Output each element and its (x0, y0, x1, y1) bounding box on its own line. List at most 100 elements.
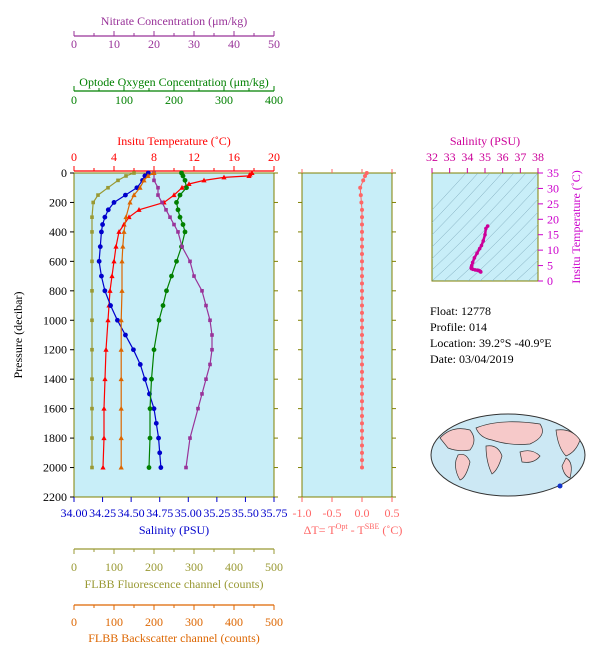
temperature-point (107, 288, 113, 293)
ts-point (479, 243, 484, 248)
ts-point (469, 263, 474, 268)
delta-t-point (360, 436, 364, 441)
fluorescence-point (90, 215, 94, 219)
density-contour (503, 248, 538, 281)
pressure-tick-label: 400 (49, 225, 67, 239)
nitrate-point (172, 222, 176, 227)
ts-temp-tick-label: 35 (547, 166, 559, 180)
temperature-tick-label: 4 (111, 150, 117, 164)
delta-t-point (360, 325, 364, 330)
ts-point (483, 232, 487, 237)
salinity-point (156, 435, 161, 441)
fluorescence-point (90, 406, 94, 411)
nitrate-point (152, 178, 156, 183)
nitrate-axis-label: Nitrate Concentration (μm/kg) (101, 14, 247, 28)
salinity-point (100, 222, 105, 227)
ts-temp-tick-label: 10 (547, 243, 559, 257)
pressure-tick-label: 1800 (43, 431, 67, 445)
oxygen-point (175, 207, 181, 213)
temperature-axis-label: Insitu Temperature (˚C) (117, 134, 231, 148)
ts-salinity-tick-label: 37 (514, 150, 526, 164)
salinity-tick-label: 34.75 (146, 506, 173, 520)
delta-t-point (360, 340, 364, 345)
pressure-tick-label: 1400 (43, 372, 67, 386)
pressure-tick-label: 2200 (43, 490, 67, 504)
salinity-tick-label: 34.25 (89, 506, 116, 520)
density-contour (432, 173, 515, 259)
salinity-point (97, 244, 103, 250)
salinity-tick-label: 35.50 (232, 506, 259, 520)
backscatter-point (123, 214, 129, 220)
ts-salinity-tick-label: 34 (461, 150, 473, 164)
map-land (555, 429, 581, 457)
delta-t-point (358, 193, 363, 198)
fluorescence-tick-label: 100 (105, 560, 123, 574)
backscatter-point (120, 243, 126, 249)
temperature-point (186, 181, 192, 187)
salinity-point (102, 288, 108, 294)
backscatter-point (119, 258, 125, 264)
delta-t-point (360, 428, 364, 433)
oxygen-point (174, 200, 179, 205)
density-contour (432, 173, 527, 271)
density-contour (479, 224, 538, 281)
map-land (519, 450, 541, 463)
temperature-tick-label: 20 (268, 150, 280, 164)
delta-t-point (360, 362, 364, 367)
delta-t-tick-label: 0.5 (385, 506, 400, 520)
fluorescence-point (90, 318, 94, 323)
oxygen-point (180, 173, 186, 179)
oxygen-tick-label: 100 (115, 93, 133, 107)
temperature-point (109, 273, 115, 279)
temperature-point (201, 177, 207, 183)
salinity-tick-label: 35.25 (203, 506, 230, 520)
temperature-point (116, 229, 122, 234)
delta-t-point (360, 369, 364, 374)
delta-t-point (360, 281, 364, 286)
oxygen-point (169, 273, 174, 279)
oxygen-point (184, 185, 189, 191)
backscatter-tick-label: 100 (105, 615, 123, 629)
temperature-point (113, 243, 119, 249)
ts-point (477, 246, 482, 251)
salinity-point (123, 332, 128, 338)
fluorescence-tick-label: 200 (145, 560, 163, 574)
ts-point (481, 239, 486, 243)
density-contour (515, 260, 538, 281)
fluorescence-point (124, 174, 128, 178)
delta-t-point (358, 185, 363, 190)
oxygen-point (177, 192, 183, 198)
delta-t-point (360, 421, 364, 426)
fluorescence-point (106, 185, 110, 190)
oxygen-axis-label: Optode Oxygen Concentration (μm/kg) (79, 75, 268, 89)
fluorescence-point (116, 178, 120, 183)
backscatter-point (118, 464, 124, 470)
salinity-point (111, 200, 117, 205)
fluorescence-point (90, 377, 94, 381)
salinity-point (102, 214, 108, 220)
backscatter-axis-label: FLBB Backscatter channel (counts) (88, 631, 260, 645)
temperature-point (221, 174, 227, 180)
ts-temp-tick-label: 5 (547, 259, 553, 273)
delta-t-point (360, 252, 364, 256)
temperature-point (105, 317, 111, 323)
temperature-point (171, 192, 177, 198)
delta-t-point (361, 178, 366, 183)
profile-info: Profile: 014 (430, 320, 487, 335)
backscatter-tick-label: 300 (185, 615, 203, 629)
ts-point (470, 260, 475, 265)
backscatter-point (118, 405, 124, 411)
nitrate-point (210, 333, 214, 337)
backscatter-tick-label: 200 (145, 615, 163, 629)
salinity-point (99, 229, 104, 235)
pressure-tick-label: 800 (49, 284, 67, 298)
location-label: Location: (430, 336, 476, 350)
salinity-tick-label: 34.50 (118, 506, 145, 520)
map-land (455, 453, 471, 481)
delta-t-point (360, 377, 364, 382)
temperature-point (103, 346, 109, 352)
nitrate-point (208, 318, 212, 323)
backscatter-point (151, 170, 157, 175)
profile-label: Profile: (430, 320, 466, 334)
date-label: Date: (430, 352, 456, 366)
